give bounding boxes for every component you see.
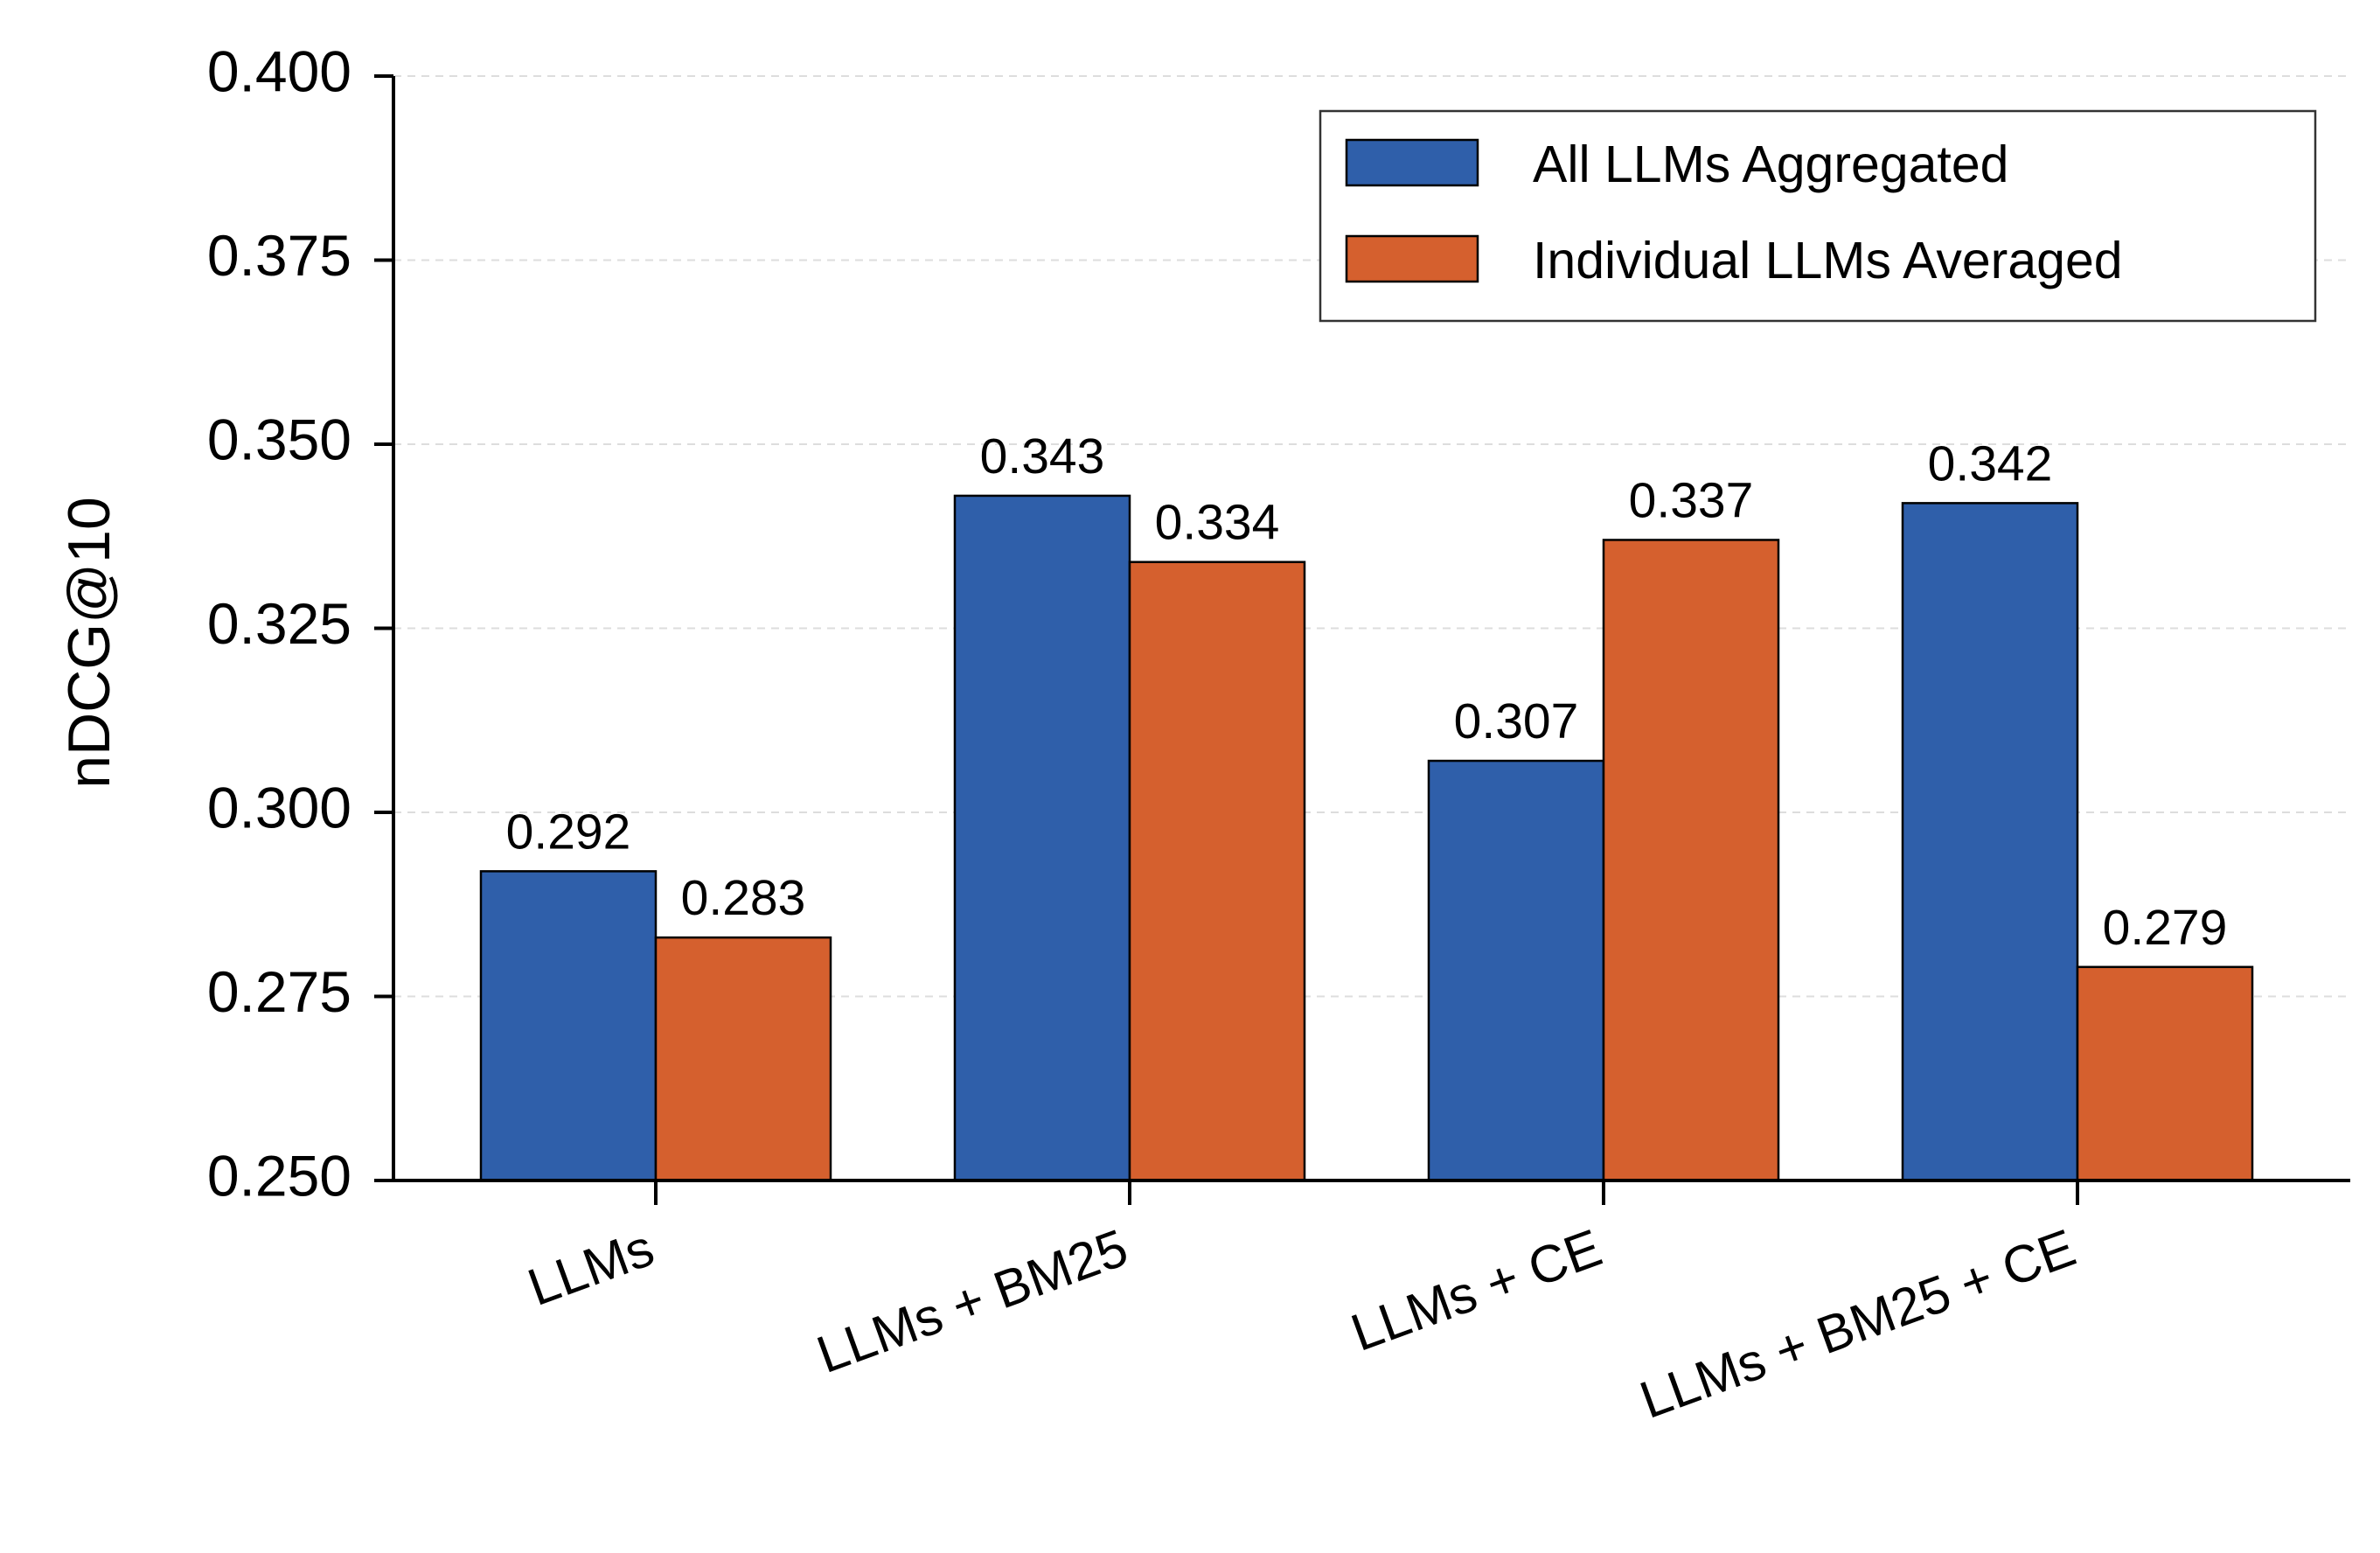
- bar-averaged-2: [1128, 561, 1306, 1182]
- legend-frame: [1319, 109, 2317, 323]
- x-tick-label: LLMs: [520, 1218, 661, 1317]
- bar-aggregated-4: [1901, 502, 2079, 1182]
- y-axis-ticks: 0.250 0.275 0.300 0.325 0.350 0.375 0.400: [207, 38, 393, 1208]
- value-label-averaged-2: 0.334: [1155, 495, 1280, 551]
- bar-averaged-4: [2076, 965, 2254, 1182]
- y-tick-label: 0.325: [207, 591, 351, 656]
- bars: [479, 494, 2254, 1182]
- value-label-aggregated-2: 0.343: [980, 428, 1105, 484]
- value-label-averaged-4: 0.279: [2103, 900, 2228, 956]
- x-tick-label: LLMs + BM25: [810, 1218, 1135, 1384]
- bar-aggregated-1: [479, 870, 658, 1182]
- legend: All LLMs Aggregated Individual LLMs Aver…: [1319, 109, 2317, 323]
- y-tick-label: 0.275: [207, 959, 351, 1024]
- y-tick-label: 0.375: [207, 223, 351, 288]
- value-label-averaged-1: 0.283: [681, 870, 806, 926]
- data-labels: 0.292 0.283 0.343 0.334 0.307 0.337 0.342 0.279: [506, 428, 2228, 956]
- y-axis-label: nDCG@10: [56, 497, 122, 789]
- value-label-averaged-3: 0.337: [1629, 472, 1754, 528]
- bar-averaged-3: [1602, 539, 1780, 1182]
- value-label-aggregated-4: 0.342: [1928, 435, 2053, 491]
- y-tick-label: 0.250: [207, 1143, 351, 1208]
- y-tick-label: 0.300: [207, 775, 351, 839]
- legend-label-aggregated: All LLMs Aggregated: [1533, 136, 2008, 193]
- bar-averaged-1: [654, 936, 832, 1182]
- legend-label-averaged: Individual LLMs Averaged: [1533, 232, 2123, 289]
- bar-aggregated-2: [953, 494, 1131, 1182]
- x-tick-label: LLMs + BM25 + CE: [1632, 1218, 2083, 1430]
- legend-swatch-aggregated: [1345, 138, 1479, 187]
- value-label-aggregated-3: 0.307: [1454, 693, 1579, 749]
- y-tick-label: 0.350: [207, 407, 351, 471]
- legend-swatch-averaged: [1345, 234, 1479, 283]
- bar-aggregated-3: [1427, 759, 1605, 1182]
- x-axis-ticks: LLMs LLMs + BM25 LLMs + CE LLMs + BM25 + CE: [520, 1180, 2083, 1430]
- value-label-aggregated-1: 0.292: [506, 804, 631, 860]
- y-tick-label: 0.400: [207, 38, 351, 103]
- x-tick-label: LLMs + CE: [1344, 1218, 1609, 1362]
